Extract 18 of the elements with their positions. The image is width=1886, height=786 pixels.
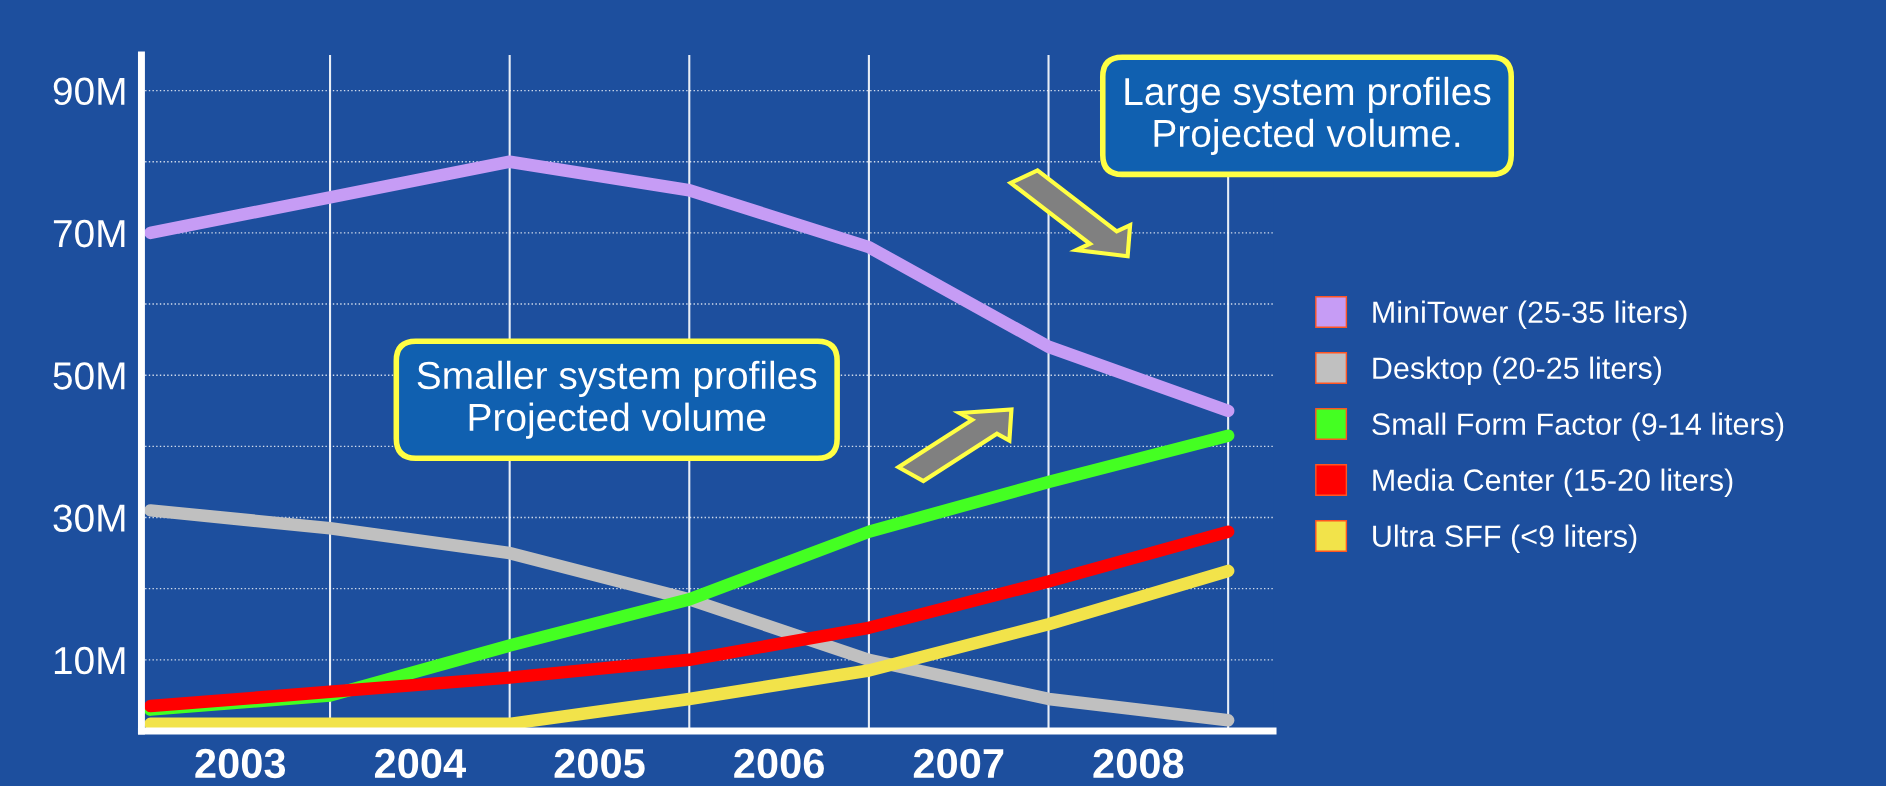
- y-tick-label: 50M: [53, 362, 125, 390]
- legend-label: Ultra SFF (<9 liters): [1373, 524, 1637, 553]
- x-tick-label: 2007: [913, 748, 1004, 779]
- x-tick-label: 2006: [734, 748, 824, 779]
- annotation: Large system profiles Projected volume.: [1125, 76, 1491, 155]
- y-tick-label: 70M: [53, 219, 125, 248]
- y-tick-label: 30M: [53, 504, 125, 532]
- x-tick-label: 2004: [374, 748, 466, 779]
- x-tick-label: 2003: [195, 748, 286, 779]
- legend-label: Desktop (20-25 liters): [1373, 356, 1662, 386]
- annotation: Smaller system profiles Projected volume: [417, 360, 817, 439]
- x-tick-label: 2008: [1093, 748, 1184, 779]
- legend-label: MiniTower (25-35 liters): [1373, 300, 1687, 330]
- x-tick-label: 2005: [554, 748, 645, 779]
- y-tick-label: 90M: [53, 77, 125, 106]
- y-tick-label: 10M: [54, 646, 125, 675]
- legend-label: Media Center (15-20 liters): [1373, 468, 1733, 498]
- legend-label: Small Form Factor (9-14 liters): [1372, 412, 1784, 442]
